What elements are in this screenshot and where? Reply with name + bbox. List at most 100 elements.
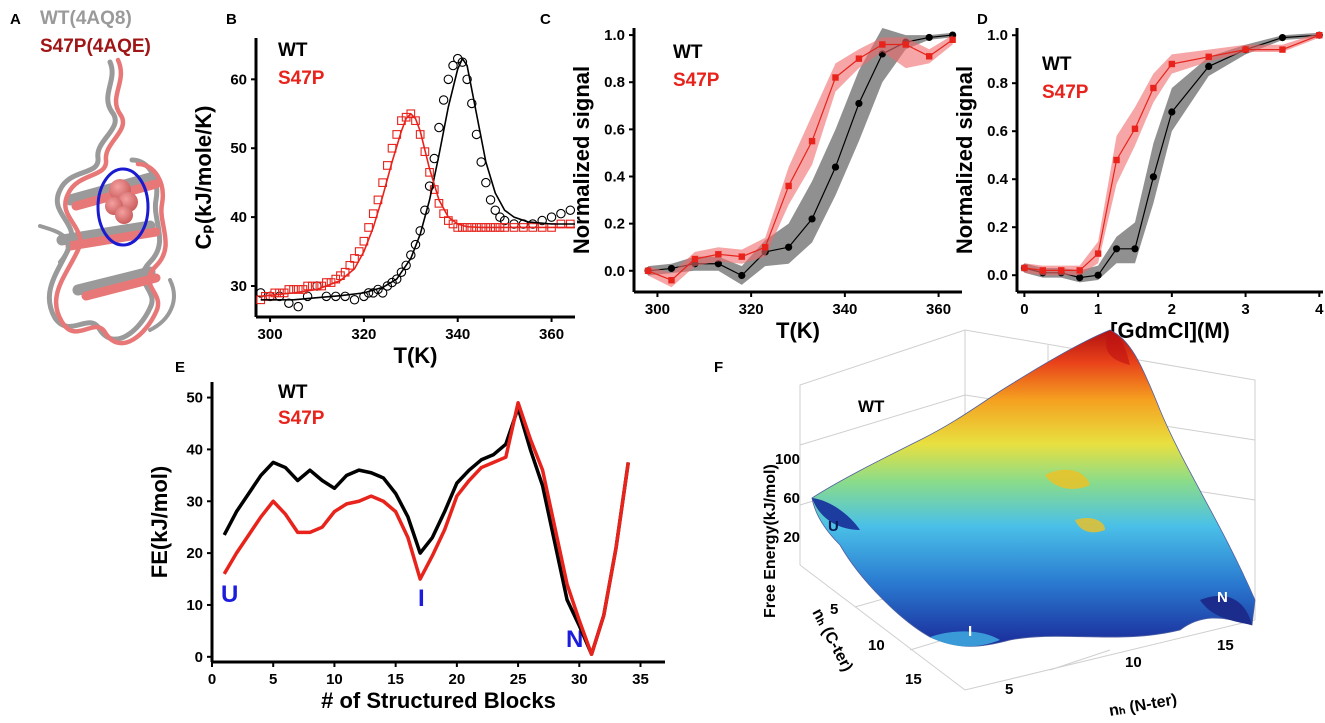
x-tick-label: 340 (445, 326, 470, 343)
y-tick-label: 0.2 (987, 219, 1008, 236)
data-point-wt (1112, 245, 1121, 253)
data-point-wt (1205, 62, 1213, 70)
x-tick-label: 320 (739, 301, 764, 318)
y-tick-10: 10 (868, 637, 885, 654)
data-point-wt (462, 74, 472, 85)
x-axis-title: T(K) (776, 318, 820, 343)
y-tick-label: 0.8 (604, 74, 625, 91)
data-point-wt (1131, 245, 1139, 253)
data-point-wt (448, 60, 458, 71)
legend-s47p-structure: S47P(4AQE) (40, 36, 151, 57)
panel-e-chart: E WT S47P U I N 0 5 10 15 20 25 30 35 0 10 20 30 40 5… (147, 359, 665, 713)
surface-title: WT (858, 397, 885, 416)
y-tick-15: 15 (905, 671, 922, 688)
y-tick-label: 0.6 (604, 121, 625, 138)
data-point-s47p (855, 55, 863, 62)
x-tick-15: 15 (1217, 637, 1234, 654)
x-axis-title: T(K) (394, 343, 438, 368)
y-tick-label: 0.4 (604, 169, 626, 186)
data-point-s47p (1094, 250, 1102, 257)
y-axis-title: Normalized signal (952, 66, 977, 254)
panel-c-label: C (540, 11, 551, 28)
surface-state-n: N (1217, 589, 1228, 606)
panel-a-label: A (10, 11, 21, 28)
x-tick-label: 4 (1315, 301, 1324, 318)
legend-wt: WT (673, 42, 703, 63)
state-label-n: N (566, 626, 583, 653)
data-point-wt (738, 271, 746, 280)
data-point-wt (302, 291, 313, 302)
x-tick-label: 30 (571, 671, 588, 688)
x-tick-label: 300 (258, 326, 283, 343)
y-tick-label: 30 (230, 278, 247, 295)
panel-f-label: F (714, 359, 723, 376)
panel-a: A WT(4AQ8) S47P(4AQE) (10, 8, 176, 346)
x-tick-5: 5 (1005, 681, 1013, 698)
data-point-s47p (902, 41, 909, 48)
data-point-s47p (738, 253, 745, 260)
x-tick-label: 10 (326, 671, 343, 688)
panel-d-label: D (977, 11, 988, 28)
data-point-wt (714, 260, 722, 268)
y-tick-label: 40 (186, 441, 203, 458)
data-point-wt (855, 99, 863, 108)
legend-s47p: S47P (278, 408, 325, 429)
data-point-s47p (832, 74, 839, 81)
x-tick-label: 25 (510, 671, 527, 688)
data-point-s47p (275, 288, 284, 298)
x-tick-label: 1 (1094, 301, 1102, 318)
y-tick-label: 0.8 (987, 75, 1008, 92)
y-tick-label: 60 (230, 71, 247, 88)
data-point-wt (410, 239, 421, 250)
z-tick-20: 20 (783, 529, 800, 546)
y-axis-title: Normalized signal (569, 66, 594, 254)
legend-wt-structure: WT(4AQ8) (40, 8, 132, 29)
data-point-s47p (715, 251, 722, 258)
z-tick-60: 60 (783, 490, 800, 507)
data-point-s47p (1021, 264, 1028, 272)
data-point-wt (831, 163, 840, 171)
data-point-s47p (293, 285, 303, 294)
protein-structure-cartoon (38, 57, 176, 346)
x-tick-label: 0 (1020, 301, 1028, 318)
y-axis-title: FE(kJ/mol) (147, 466, 172, 578)
x-tick-label: 20 (449, 671, 466, 688)
data-point-wt (340, 291, 350, 302)
legend-wt: WT (278, 40, 308, 61)
x-tick-label: 5 (269, 671, 277, 688)
y-tick-label: 0.0 (604, 263, 625, 280)
mutation-site-highlight (96, 167, 150, 247)
data-point-s47p (691, 255, 699, 263)
data-point-s47p (949, 36, 956, 43)
data-point-s47p (270, 288, 280, 298)
surface-state-i: I (968, 623, 972, 640)
panel-e-label: E (175, 359, 185, 376)
data-point-wt (785, 243, 793, 251)
data-point-wt (1278, 34, 1287, 42)
series-line-s47p-fit (260, 112, 575, 298)
data-point-wt (495, 212, 505, 222)
data-point-wt (391, 274, 402, 284)
data-point-s47p (1150, 84, 1157, 92)
data-point-s47p (1131, 125, 1139, 132)
data-point-wt (499, 215, 510, 226)
y-tick-5: 5 (830, 601, 838, 618)
x-tick-10: 10 (1125, 654, 1142, 671)
data-point-wt (485, 195, 496, 205)
y-tick-label: 30 (186, 493, 203, 510)
y-tick-label: 20 (186, 545, 203, 562)
data-point-wt (387, 277, 397, 288)
state-label-u: U (221, 581, 238, 608)
y-tick-label: 50 (230, 140, 247, 157)
panel-f-surface: F WT U I N Free Energy(kJ/mol) 100 60 20… (714, 329, 1256, 720)
panel-c-chart: C WT S47P 300 320 340 360 0.0 0.2 0.4 0.6 0.8 1.0… (540, 11, 962, 343)
legend-wt: WT (278, 382, 308, 403)
y-tick-label: 0.6 (987, 123, 1008, 140)
data-point-wt (438, 95, 449, 105)
x-tick-label: 35 (632, 671, 649, 688)
data-point-wt (443, 74, 454, 85)
data-point-s47p (1205, 53, 1212, 60)
data-point-s47p (458, 223, 467, 232)
surface-state-u: U (828, 518, 839, 535)
data-point-wt (667, 264, 676, 273)
